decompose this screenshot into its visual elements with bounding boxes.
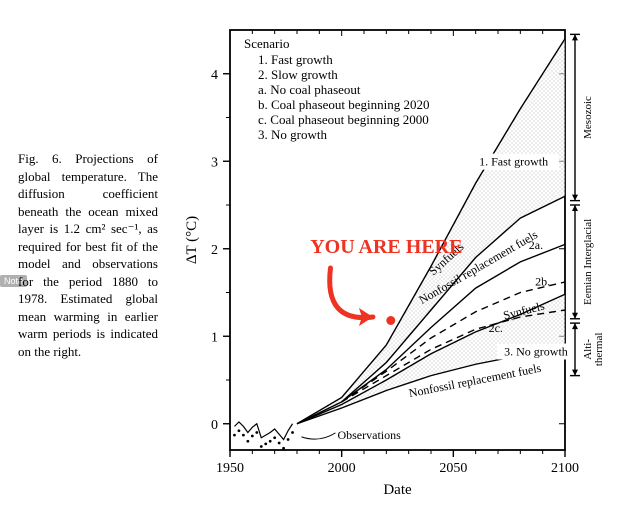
svg-text:a. No coal phaseout: a. No coal phaseout [258, 82, 361, 97]
svg-text:3. No growth: 3. No growth [258, 127, 327, 142]
svg-text:ΔT (°C): ΔT (°C) [184, 216, 200, 264]
svg-text:Mesozoic: Mesozoic [582, 96, 594, 139]
svg-text:1. Fast growth: 1. Fast growth [479, 155, 548, 169]
svg-text:Date: Date [383, 482, 412, 498]
svg-text:2c.: 2c. [489, 321, 503, 335]
svg-text:b. Coal phaseout beginning 202: b. Coal phaseout beginning 2020 [258, 97, 430, 112]
svg-text:thermal: thermal [593, 333, 605, 367]
svg-text:2a.: 2a. [529, 238, 543, 252]
svg-text:4: 4 [211, 68, 218, 83]
svg-text:2000: 2000 [328, 461, 356, 476]
svg-text:1950: 1950 [216, 461, 244, 476]
svg-text:Eemian Interglacial: Eemian Interglacial [582, 219, 594, 305]
svg-text:3: 3 [211, 155, 218, 170]
chart-area: 1950 2000 2050 2100 Date 0 1 2 3 4 ΔT (°C) Observat… [175, 10, 615, 515]
svg-text:1. Fast growth: 1. Fast growth [258, 52, 333, 67]
svg-text:YOU ARE HERE: YOU ARE HERE [310, 236, 462, 258]
svg-text:2. Slow growth: 2. Slow growth [258, 67, 338, 82]
svg-text:2: 2 [211, 243, 218, 258]
svg-text:Observations: Observations [337, 428, 401, 442]
svg-text:2100: 2100 [551, 461, 579, 476]
svg-text:3. No growth: 3. No growth [504, 345, 568, 359]
chart-svg: 1950 2000 2050 2100 Date 0 1 2 3 4 ΔT (°C) Observat… [175, 10, 615, 515]
svg-text:1: 1 [211, 330, 218, 345]
svg-text:2b.: 2b. [535, 275, 550, 289]
svg-text:2050: 2050 [439, 461, 467, 476]
svg-text:0: 0 [211, 418, 218, 433]
svg-text:Scenario: Scenario [244, 36, 289, 51]
svg-text:c. Coal phaseout beginning 200: c. Coal phaseout beginning 2000 [258, 112, 429, 127]
figure-caption: Fig. 6. Projections of global tempera­tu… [18, 150, 158, 361]
